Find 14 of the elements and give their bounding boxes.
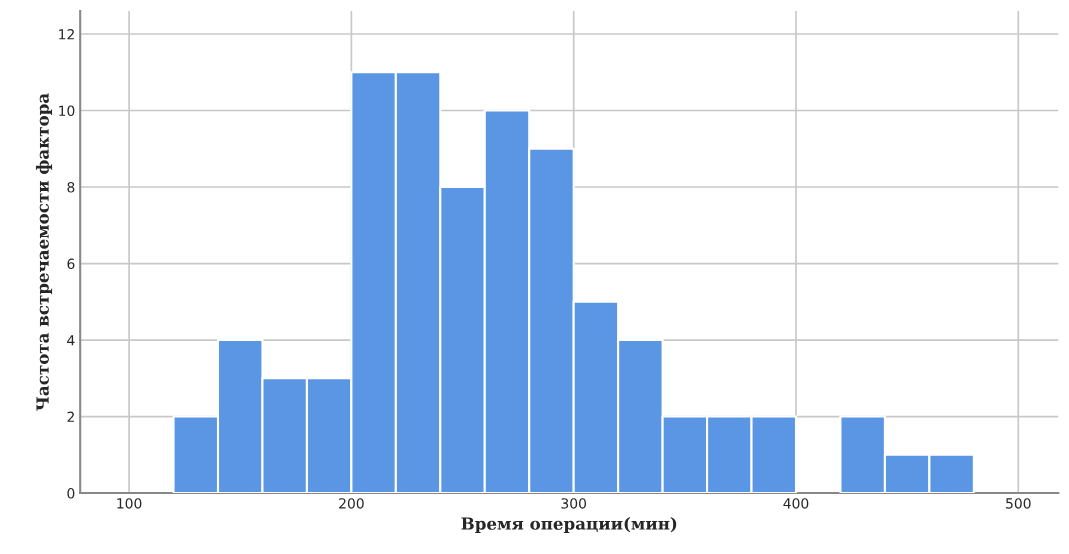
x-tick-label: 200	[339, 498, 364, 509]
y-tick-label: 4	[67, 335, 75, 346]
y-axis-title: Частота встречаемости фактора	[35, 93, 53, 411]
y-tick-label: 6	[67, 258, 75, 270]
y-tick-label: 10	[59, 105, 75, 117]
x-axis-title: Время операции(мин)	[461, 516, 677, 534]
y-tick-label: 2	[67, 411, 74, 422]
x-tick-label: 300	[561, 498, 587, 509]
x-tick-label: 100	[117, 498, 142, 509]
y-tick-label: 8	[67, 182, 75, 193]
x-tick-label: 400	[783, 498, 809, 509]
x-tick-label: 500	[1006, 498, 1031, 509]
y-tick-label: 0	[67, 488, 75, 499]
y-tick-label: 12	[59, 29, 74, 40]
